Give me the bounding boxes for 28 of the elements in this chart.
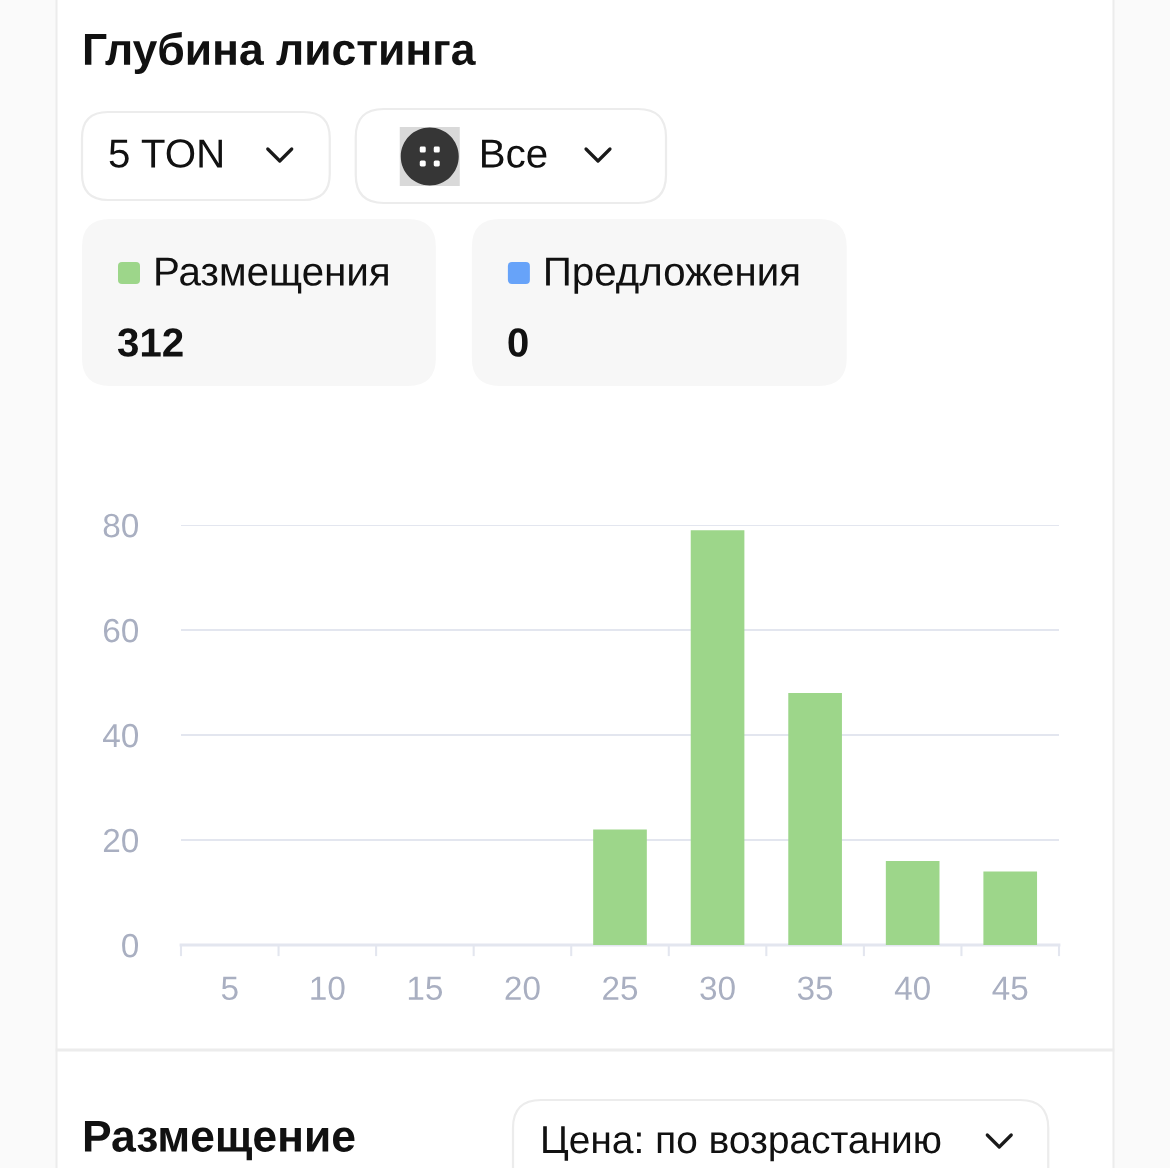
x-tick-label: 25 — [603, 976, 638, 1001]
y-tick-label: 60 — [103, 618, 139, 643]
y-tick-label: 0 — [122, 933, 139, 958]
text: Цена: по возрастанию — [543, 1126, 941, 1162]
chart-title: Глубина листинга — [84, 32, 476, 74]
x-tick-label: 10 — [311, 976, 345, 1001]
bar — [788, 693, 842, 945]
x-tick-label: 15 — [408, 976, 443, 1001]
x-tick-label: 5 — [221, 976, 238, 1001]
bar — [885, 861, 940, 945]
x-tick-label: 30 — [700, 976, 735, 1001]
bar — [983, 871, 1038, 945]
text: 0 — [508, 328, 528, 357]
x-tick-label: 35 — [797, 976, 833, 1001]
y-tick-label: 40 — [103, 723, 139, 748]
x-tick-label: 20 — [505, 976, 540, 1001]
y-tick-label: 80 — [103, 513, 139, 538]
y-tick-label: 20 — [103, 828, 139, 853]
text: Все — [482, 139, 547, 168]
text: 5 TON — [109, 139, 222, 168]
bar — [690, 530, 745, 945]
legend-label: Размещения — [156, 257, 388, 294]
text: 312 — [117, 328, 183, 357]
x-tick-label: 45 — [992, 976, 1028, 1001]
bar — [593, 829, 647, 945]
x-tick-label: 40 — [894, 976, 930, 1001]
text: Размещение — [84, 1120, 355, 1161]
legend-label: Предложения — [546, 257, 799, 294]
